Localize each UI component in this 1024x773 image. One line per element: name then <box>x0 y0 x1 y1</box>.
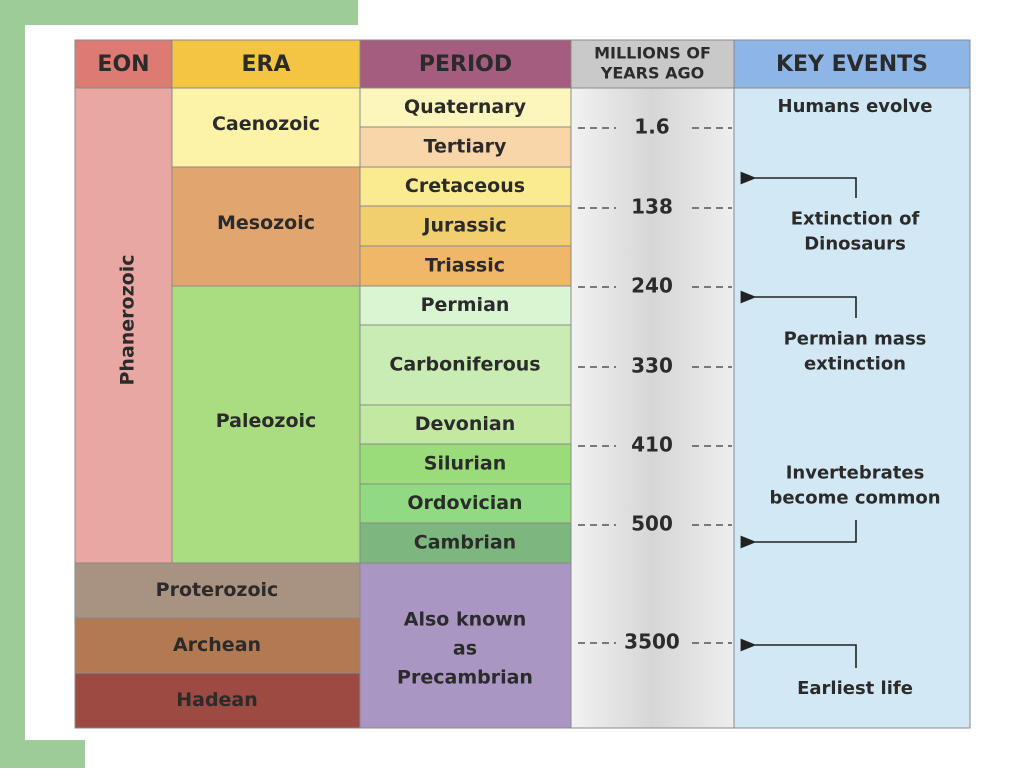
period-label: Devonian <box>415 413 515 435</box>
cell <box>359 522 572 564</box>
cell <box>359 285 572 326</box>
period-label: Tertiary <box>424 136 507 158</box>
key-event: Earliest life <box>797 678 913 699</box>
cell <box>359 126 572 168</box>
cell <box>74 617 361 674</box>
header-label: KEY EVENTS <box>776 52 928 77</box>
header-label: ERA <box>242 52 291 77</box>
header-label: PERIOD <box>419 52 512 77</box>
cell <box>74 39 173 89</box>
arrows <box>740 171 857 668</box>
header-label: EON <box>97 52 149 77</box>
key-event: Permian mass <box>784 329 927 350</box>
cell <box>359 443 572 485</box>
eon-label: Proterozoic <box>156 579 279 601</box>
key-event: become common <box>769 488 940 509</box>
key-event: Extinction of <box>791 209 920 230</box>
years-ago-label: 500 <box>631 512 673 536</box>
cell <box>359 205 572 247</box>
era-label: Mesozoic <box>217 212 315 234</box>
years-ago-label: 330 <box>631 354 673 378</box>
period-label: Jurassic <box>421 215 506 237</box>
cell <box>359 562 572 729</box>
cell <box>570 39 735 89</box>
cell <box>733 39 971 89</box>
period-label: Ordovician <box>407 492 522 514</box>
cell <box>570 87 735 729</box>
cell <box>171 87 361 168</box>
cell <box>171 285 361 564</box>
period-label: Silurian <box>424 453 506 475</box>
frame-band <box>0 0 25 768</box>
years-ago-label: 1.6 <box>634 115 669 139</box>
cell <box>359 245 572 287</box>
precambrian-note: Precambrian <box>397 667 533 689</box>
key-event: Invertebrates <box>786 463 925 484</box>
precambrian-note: as <box>453 638 477 660</box>
cell <box>359 404 572 445</box>
header-label: YEARS AGO <box>600 64 704 83</box>
cell <box>74 87 173 564</box>
period-label: Quaternary <box>404 96 527 118</box>
eon-label: Archean <box>173 634 261 656</box>
frame-band <box>0 0 358 25</box>
period-label: Triassic <box>425 255 505 277</box>
cell <box>359 87 572 128</box>
cell <box>359 483 572 524</box>
cell <box>359 324 572 406</box>
years-ago-label: 240 <box>631 274 673 298</box>
key-event: extinction <box>804 354 906 375</box>
years-ago-label: 3500 <box>624 630 680 654</box>
era-label: Caenozoic <box>212 113 320 135</box>
period-label: Permian <box>421 294 510 316</box>
era-label: Paleozoic <box>216 410 317 432</box>
header-label: MILLIONS OF <box>594 44 711 63</box>
cell <box>733 87 971 729</box>
frame-band <box>0 740 85 768</box>
years-ago-label: 138 <box>631 195 673 219</box>
period-label: Cambrian <box>414 532 516 554</box>
key-event: Dinosaurs <box>804 234 906 255</box>
eon-label: Phanerozoic <box>117 255 139 386</box>
cell <box>359 39 572 89</box>
period-label: Carboniferous <box>389 354 540 376</box>
period-label: Cretaceous <box>405 175 525 197</box>
precambrian-note: Also known <box>404 609 527 631</box>
key-event: Humans evolve <box>778 96 933 117</box>
eon-label: Hadean <box>176 689 258 711</box>
cell <box>171 39 361 89</box>
years-ago-label: 410 <box>631 433 673 457</box>
cell <box>74 562 361 619</box>
